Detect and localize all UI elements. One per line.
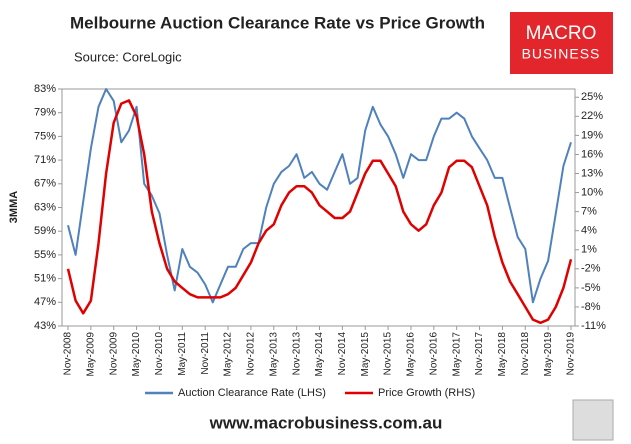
x-tick-label: Nov-2016 — [428, 332, 439, 376]
y2-tick-label: 13% — [581, 167, 603, 179]
x-tick-label: May-2015 — [360, 332, 371, 377]
logo-image — [572, 399, 614, 441]
x-tick-label: May-2017 — [451, 332, 462, 377]
line-series — [67, 88, 572, 304]
x-tick-label: May-2013 — [268, 332, 279, 377]
y-tick-label: 75% — [34, 130, 56, 142]
x-tick-label: Nov-2019 — [566, 332, 577, 376]
x-tick-label: Nov-2010 — [154, 332, 165, 376]
y2-tick-label: 4% — [581, 225, 597, 237]
x-tick-label: May-2009 — [86, 332, 97, 377]
y-axis-label: 3MMA — [8, 191, 20, 223]
y2-tick-label: 10% — [581, 186, 603, 198]
x-tick-label: Nov-2015 — [383, 332, 394, 376]
x-tick-label: May-2018 — [497, 332, 508, 377]
y-tick-label: 47% — [34, 296, 56, 308]
logo-text: MACRO — [526, 23, 597, 44]
line-series — [66, 99, 573, 325]
x-tick-label: May-2012 — [223, 332, 234, 377]
x-tick-label: Nov-2013 — [291, 332, 302, 376]
y-tick-label: 83% — [34, 83, 56, 95]
y2-tick-label: 25% — [581, 91, 603, 103]
x-tick-label: Nov-2012 — [246, 332, 257, 376]
y2-tick-label: -5% — [581, 282, 601, 294]
legend-label: Auction Clearance Rate (LHS) — [178, 387, 326, 399]
y-tick-label: 79% — [34, 107, 56, 119]
legend-label: Price Growth (RHS) — [378, 387, 475, 399]
logo-box — [510, 12, 613, 74]
y2-tick-label: 22% — [581, 110, 603, 122]
y2-tick-label: 19% — [581, 129, 603, 141]
y2-tick-label: 16% — [581, 148, 603, 160]
y-tick-label: 51% — [34, 273, 56, 285]
x-tick-label: Nov-2017 — [474, 332, 485, 376]
chart-subtitle: Source: CoreLogic — [74, 49, 182, 64]
y-tick-label: 55% — [34, 249, 56, 261]
footer: www.macrobusiness.com.au — [209, 413, 443, 432]
x-tick-label: May-2014 — [314, 332, 325, 377]
y-tick-label: 43% — [34, 320, 56, 332]
x-tick-label: May-2011 — [177, 332, 188, 376]
y2-tick-label: -8% — [581, 301, 601, 313]
chart-title: Melbourne Auction Clearance Rate vs Pric… — [70, 13, 485, 32]
y2-tick-label: -11% — [581, 320, 606, 332]
x-tick-label: May-2019 — [543, 332, 554, 377]
x-tick-label: Nov-2008 — [63, 332, 74, 376]
x-tick-label: Nov-2011 — [200, 332, 211, 375]
y2-tick-label: -2% — [581, 263, 601, 275]
logo-text: BUSINESS — [522, 46, 601, 62]
y-tick-label: 63% — [34, 201, 56, 213]
x-tick-label: Nov-2009 — [108, 332, 119, 376]
x-tick-label: May-2016 — [406, 332, 417, 377]
y-tick-label: 71% — [34, 154, 56, 166]
x-tick-label: May-2010 — [131, 332, 142, 377]
y-tick-label: 59% — [34, 225, 56, 237]
y-tick-label: 67% — [34, 178, 56, 190]
y2-tick-label: 7% — [581, 206, 597, 218]
x-tick-label: Nov-2014 — [337, 332, 348, 376]
y2-tick-label: 1% — [581, 244, 597, 256]
x-tick-label: Nov-2018 — [520, 332, 531, 376]
